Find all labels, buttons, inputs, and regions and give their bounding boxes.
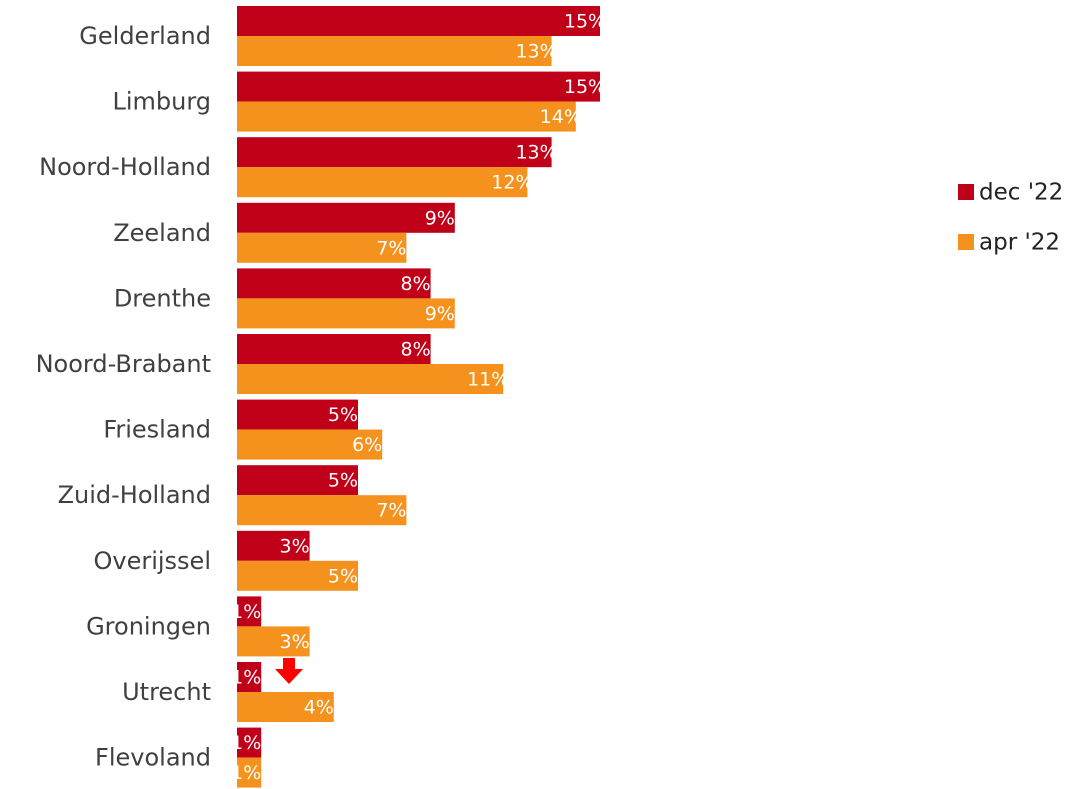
bar-dec-22-zuid-holland bbox=[237, 465, 358, 496]
category-label-groningen: Groningen bbox=[86, 612, 211, 640]
legend-swatch-dec-22 bbox=[958, 184, 974, 200]
bar-dec-22-gelderland bbox=[237, 6, 600, 36]
bar-dec-22-limburg bbox=[237, 71, 600, 102]
bar-apr-22-overijssel bbox=[237, 560, 358, 591]
annotations bbox=[275, 658, 303, 684]
category-label-noord-holland: Noord-Holland bbox=[39, 153, 211, 181]
category-label-noord-brabant: Noord-Brabant bbox=[36, 350, 211, 378]
data-label-apr-22-zuid-holland: 7% bbox=[376, 500, 406, 522]
data-label-apr-22-noord-holland: 12% bbox=[491, 172, 533, 194]
category-label-limburg: Limburg bbox=[112, 88, 211, 116]
category-label-flevoland: Flevoland bbox=[95, 744, 211, 772]
bar-apr-22-groningen bbox=[237, 626, 310, 657]
bar-apr-22-utrecht bbox=[237, 692, 334, 722]
bar-dec-22-drenthe bbox=[237, 268, 431, 299]
data-label-apr-22-groningen: 3% bbox=[280, 631, 310, 653]
data-label-apr-22-limburg: 14% bbox=[540, 106, 582, 128]
data-label-dec-22-zuid-holland: 5% bbox=[328, 470, 358, 492]
legend: dec '22 apr '22 bbox=[958, 180, 1063, 256]
category-label-utrecht: Utrecht bbox=[122, 678, 211, 706]
data-label-dec-22-utrecht: 1% bbox=[231, 667, 261, 689]
category-label-drenthe: Drenthe bbox=[114, 284, 211, 312]
data-label-apr-22-utrecht: 4% bbox=[304, 697, 334, 719]
bar-apr-22-drenthe bbox=[237, 298, 455, 329]
bar-apr-22-noord-brabant bbox=[237, 364, 504, 394]
data-label-apr-22-gelderland: 13% bbox=[515, 41, 557, 63]
bar-apr-22-zuid-holland bbox=[237, 495, 407, 526]
bar-apr-22-gelderland bbox=[237, 36, 552, 66]
data-label-dec-22-zeeland: 9% bbox=[425, 207, 455, 229]
data-label-apr-22-overijssel: 5% bbox=[328, 565, 358, 587]
bar-apr-22-limburg bbox=[237, 101, 576, 132]
category-label-overijssel: Overijssel bbox=[93, 547, 211, 575]
category-label-friesland: Friesland bbox=[103, 416, 211, 444]
category-label-zuid-holland: Zuid-Holland bbox=[58, 481, 211, 509]
bar-apr-22-flevoland bbox=[237, 757, 262, 788]
bar-apr-22-friesland bbox=[237, 429, 383, 460]
data-label-dec-22-limburg: 15% bbox=[564, 76, 606, 98]
data-label-dec-22-friesland: 5% bbox=[328, 404, 358, 426]
bar-dec-22-utrecht bbox=[237, 662, 262, 692]
data-label-apr-22-flevoland: 1% bbox=[231, 762, 261, 784]
data-label-dec-22-noord-brabant: 8% bbox=[401, 339, 431, 361]
data-label-dec-22-drenthe: 8% bbox=[401, 273, 431, 295]
data-label-dec-22-noord-holland: 13% bbox=[515, 142, 557, 164]
category-labels: Gelderland Limburg Noord-Holland Zeeland Dre… bbox=[36, 22, 211, 772]
down-arrow-icon bbox=[275, 658, 303, 684]
bar-dec-22-noord-holland bbox=[237, 137, 552, 168]
data-label-dec-22-flevoland: 1% bbox=[231, 732, 261, 754]
bar-dec-22-flevoland bbox=[237, 727, 262, 758]
data-label-apr-22-friesland: 6% bbox=[352, 434, 382, 456]
bar-dec-22-overijssel bbox=[237, 530, 310, 561]
bar-dec-22-noord-brabant bbox=[237, 334, 431, 364]
data-label-dec-22-gelderland: 15% bbox=[564, 11, 606, 33]
category-label-gelderland: Gelderland bbox=[79, 22, 211, 50]
legend-label-apr-22: apr '22 bbox=[979, 230, 1060, 256]
data-label-apr-22-noord-brabant: 11% bbox=[467, 369, 509, 391]
category-label-zeeland: Zeeland bbox=[113, 219, 211, 247]
data-label-apr-22-drenthe: 9% bbox=[425, 303, 455, 325]
bar-dec-22-friesland bbox=[237, 399, 358, 430]
data-label-dec-22-overijssel: 3% bbox=[280, 535, 310, 557]
bar-dec-22-groningen bbox=[237, 596, 262, 627]
data-label-apr-22-zeeland: 7% bbox=[376, 237, 406, 259]
bar-dec-22-zeeland bbox=[237, 202, 455, 233]
legend-label-dec-22: dec '22 bbox=[979, 180, 1063, 206]
data-label-dec-22-groningen: 1% bbox=[231, 601, 261, 623]
bar-apr-22-noord-holland bbox=[237, 167, 528, 198]
bar-apr-22-zeeland bbox=[237, 232, 407, 263]
bars: 15% 13% 15% 14% 13% 12% 9% 7% 8% 9% 8% 11% 5% 6% 5% 7% 3… bbox=[231, 6, 606, 788]
legend-swatch-apr-22 bbox=[958, 234, 974, 250]
